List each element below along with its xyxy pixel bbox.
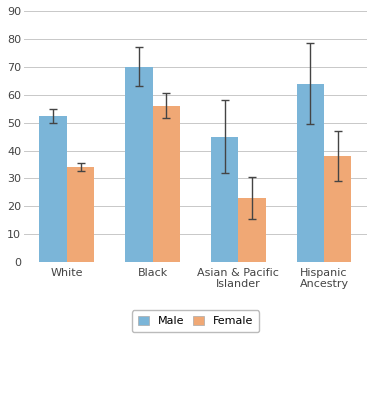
- Bar: [67, 167, 94, 262]
- Bar: [153, 106, 180, 262]
- Bar: [39, 115, 67, 262]
- Bar: [297, 84, 324, 262]
- Bar: [125, 67, 153, 262]
- Bar: [211, 137, 238, 262]
- Bar: [324, 156, 352, 262]
- Legend: Male, Female: Male, Female: [132, 310, 259, 332]
- Bar: [238, 198, 266, 262]
